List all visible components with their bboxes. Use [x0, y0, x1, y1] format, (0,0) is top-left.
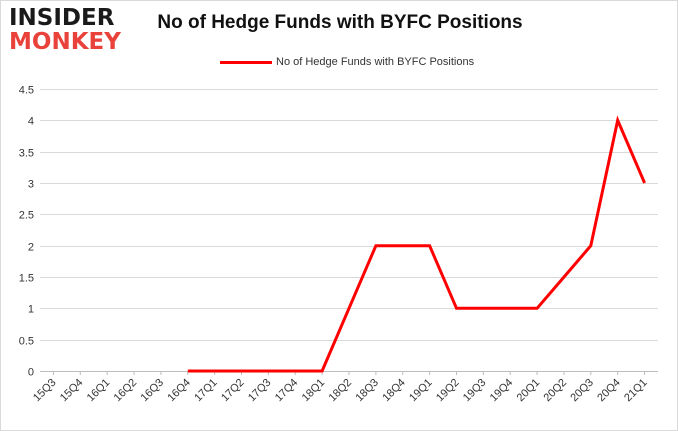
x-tick-label: 18Q4 — [380, 377, 408, 405]
x-tick-label: 15Q3 — [31, 377, 59, 405]
legend-label: No of Hedge Funds with BYFC Positions — [276, 56, 475, 68]
x-tick-label: 20Q3 — [568, 377, 596, 405]
series-line — [187, 115, 646, 373]
x-tick-label: 17Q4 — [273, 377, 301, 405]
x-tick-label: 19Q2 — [434, 377, 462, 405]
y-tick-label: 1 — [28, 304, 34, 316]
logo-text-bottom: MONKEY — [9, 29, 121, 55]
x-tick-label: 20Q4 — [595, 377, 623, 405]
x-tick-label: 18Q3 — [353, 377, 381, 405]
x-tick-label: 21Q1 — [622, 377, 650, 405]
y-tick-label: 3.5 — [19, 148, 34, 160]
x-tick-label: 20Q1 — [515, 377, 543, 405]
chart-legend: No of Hedge Funds with BYFC Positions — [220, 54, 474, 70]
y-tick-label: 2.5 — [19, 210, 34, 222]
y-tick-label: 3 — [28, 179, 34, 191]
insider-monkey-logo: INSIDER MONKEY — [9, 6, 127, 56]
y-tick-label: 4.5 — [19, 85, 34, 97]
x-tick-label: 16Q4 — [165, 377, 193, 405]
x-tick-label: 15Q4 — [58, 377, 86, 405]
x-tick-label: 19Q4 — [488, 377, 516, 405]
x-tick-label: 17Q1 — [192, 377, 220, 405]
y-tick-label: 4 — [28, 116, 34, 128]
x-tick-label: 16Q3 — [139, 377, 167, 405]
x-tick-label: 17Q2 — [219, 377, 247, 405]
x-tick-label: 19Q3 — [461, 377, 489, 405]
x-tick-label: 19Q1 — [407, 377, 435, 405]
x-tick-label: 16Q1 — [85, 377, 113, 405]
y-tick-label: 0 — [28, 367, 34, 379]
x-tick-label: 18Q1 — [300, 377, 328, 405]
y-tick-label: 2 — [28, 242, 34, 254]
chart-title: No of Hedge Funds with BYFC Positions — [157, 12, 523, 33]
x-tick-label: 18Q2 — [327, 377, 355, 405]
x-tick-label: 20Q2 — [542, 377, 570, 405]
x-tick-label: 16Q2 — [112, 377, 140, 405]
logo-text-top: INSIDER — [9, 5, 115, 31]
y-tick-label: 0.5 — [19, 336, 34, 348]
x-tick-label: 17Q3 — [246, 377, 274, 405]
y-tick-label: 1.5 — [19, 273, 34, 285]
legend-swatch — [220, 60, 272, 64]
